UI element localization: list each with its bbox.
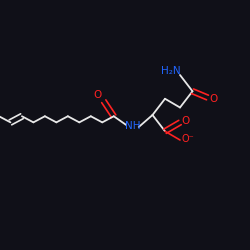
Text: O: O [210,94,218,104]
Text: O⁻: O⁻ [181,134,194,144]
Text: O: O [93,90,102,100]
Text: NH: NH [125,121,140,131]
Text: O: O [182,116,190,126]
Text: H₂N: H₂N [161,66,180,76]
